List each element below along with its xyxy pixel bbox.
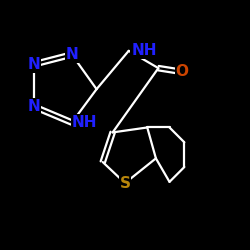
- Text: S: S: [120, 176, 130, 190]
- Text: N: N: [27, 57, 40, 72]
- Text: N: N: [66, 47, 78, 62]
- Text: NH: NH: [131, 43, 157, 58]
- Text: N: N: [27, 99, 40, 114]
- Text: NH: NH: [72, 115, 97, 130]
- Text: O: O: [175, 64, 188, 79]
